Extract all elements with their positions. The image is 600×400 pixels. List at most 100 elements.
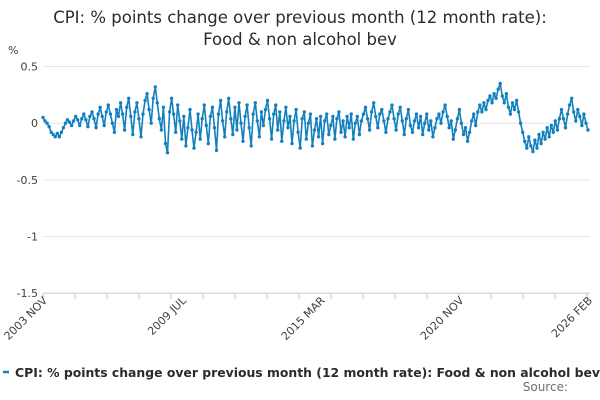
data-point (269, 137, 274, 141)
data-point (410, 130, 415, 134)
data-point (76, 118, 80, 122)
data-point (243, 114, 247, 119)
data-point (108, 112, 113, 116)
data-point (359, 119, 364, 123)
data-point (421, 132, 425, 137)
legend-line-marker-icon (3, 370, 10, 374)
data-point (439, 121, 443, 125)
data-point (327, 132, 331, 137)
data-point (355, 114, 359, 119)
data-point (490, 101, 494, 105)
data-point (551, 130, 555, 134)
data-point (86, 124, 90, 129)
data-point (69, 123, 74, 128)
data-point (478, 103, 482, 107)
data-point (347, 126, 351, 130)
data-point (178, 119, 182, 123)
data-point (198, 137, 202, 141)
data-point (488, 94, 492, 98)
y-tick-label: -0.5 (17, 174, 38, 187)
data-point (300, 117, 304, 121)
data-point (218, 98, 223, 103)
data-point (141, 112, 145, 116)
x-tick-label: 2003 NOV (2, 294, 51, 343)
data-point (169, 96, 174, 101)
chart-title: CPI: % points change over previous month… (0, 7, 600, 51)
data-point (441, 110, 445, 114)
data-point (574, 119, 578, 123)
data-point (155, 101, 159, 105)
data-point (459, 121, 464, 125)
data-point (231, 132, 235, 137)
data-point (576, 107, 580, 112)
data-point (570, 96, 574, 101)
data-point (61, 126, 66, 130)
data-point (220, 119, 225, 123)
data-point (333, 137, 337, 141)
data-point (312, 128, 317, 132)
data-point (325, 112, 329, 116)
data-point (416, 126, 421, 130)
data-point (59, 130, 64, 134)
legend-label: CPI: % points change over previous month… (15, 364, 600, 380)
data-point (286, 126, 290, 130)
data-point (245, 103, 249, 107)
data-point (361, 112, 366, 116)
data-point (404, 117, 408, 121)
data-point (120, 112, 125, 116)
data-point (390, 103, 394, 107)
data-point (210, 105, 215, 110)
data-point (496, 87, 500, 91)
data-point (398, 105, 402, 110)
data-point (51, 132, 55, 137)
data-point (323, 119, 327, 123)
data-point (521, 130, 525, 134)
data-point (543, 137, 547, 141)
data-point (190, 128, 194, 132)
data-point (453, 128, 457, 132)
data-point (339, 130, 343, 134)
data-point (486, 98, 490, 103)
data-point (67, 120, 72, 124)
data-point (137, 117, 141, 121)
data-point (214, 148, 219, 153)
data-point (208, 114, 213, 119)
data-point (63, 121, 68, 125)
data-point (102, 123, 106, 128)
y-tick-label: 0.5 (21, 61, 39, 74)
data-point (529, 144, 533, 148)
data-point (94, 126, 98, 130)
x-tick-label: 2009 JUL (145, 294, 189, 338)
data-point (225, 110, 229, 114)
data-point (565, 112, 570, 116)
data-point (414, 112, 419, 116)
data-point (525, 146, 529, 150)
data-point (418, 114, 423, 119)
data-point (449, 119, 453, 123)
data-point (171, 112, 176, 116)
data-point (118, 101, 123, 105)
data-point (74, 114, 78, 119)
data-point (492, 92, 496, 96)
data-point (276, 128, 280, 132)
data-point (267, 117, 272, 121)
data-point (96, 112, 100, 116)
data-point (349, 112, 353, 116)
chart-title-line1: CPI: % points change over previous month… (53, 8, 547, 27)
data-point (310, 144, 315, 148)
data-point (374, 114, 378, 119)
data-point (423, 121, 427, 125)
data-point (443, 103, 447, 107)
data-point (149, 121, 153, 125)
data-point (457, 107, 462, 112)
data-point (472, 112, 476, 116)
data-point (284, 105, 288, 110)
data-point (204, 123, 208, 128)
data-point (65, 118, 70, 122)
data-point (408, 123, 413, 128)
data-point (392, 117, 396, 121)
data-point (367, 128, 372, 132)
data-point (580, 123, 584, 128)
data-point (227, 96, 231, 101)
